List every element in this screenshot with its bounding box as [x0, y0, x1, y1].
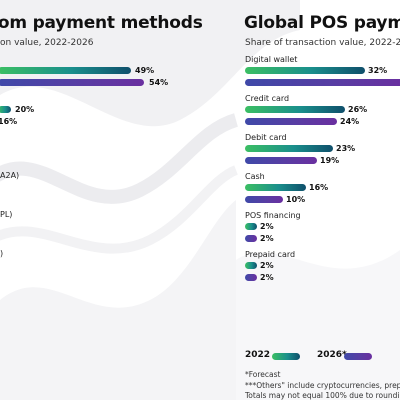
- left-chart-subtitle: on value, 2022-2026: [0, 38, 94, 48]
- category-label-cash: Cash: [245, 172, 265, 181]
- bar-pos-financing-2022: [245, 223, 257, 230]
- legend-swatch-2026: [344, 353, 372, 360]
- left-value-row2-2022: 20%: [15, 105, 35, 114]
- left-bar-row1-2022: [0, 67, 131, 74]
- footnote-others: ***Others" include cryptocurrencies, pre…: [245, 380, 400, 390]
- left-bar-row2-2022: [0, 106, 11, 113]
- left-value-row1-2026: 54%: [149, 78, 169, 87]
- bar-prepaid-card-2022: [245, 262, 257, 269]
- legend-label-2026: 2026*: [317, 350, 347, 360]
- value-debit-card-2022: 23%: [336, 144, 356, 153]
- left-category-label-bnpl: PL): [0, 210, 13, 219]
- value-credit-card-2022: 26%: [348, 105, 368, 114]
- bar-debit-card-2026: [245, 157, 317, 164]
- footnote-rounding: Totals may not equal 100% due to roundin…: [245, 391, 400, 400]
- left-category-label-a2a: A2A): [0, 171, 20, 180]
- value-cash-2022: 16%: [309, 183, 329, 192]
- footnotes: *Forecast ***Others" include cryptocurre…: [245, 370, 400, 402]
- bar-digital-wallet-2022: [245, 67, 365, 74]
- bar-pos-financing-2026: [245, 235, 257, 242]
- value-digital-wallet-2022: 32%: [368, 66, 388, 75]
- bar-prepaid-card-2026: [245, 274, 257, 281]
- bar-credit-card-2026: [245, 118, 337, 125]
- value-credit-card-2026: 24%: [340, 117, 360, 126]
- pos-chart-panel: Global POS paymen Share of transaction v…: [236, 0, 400, 400]
- legend-label-2022: 2022: [245, 350, 271, 360]
- value-debit-card-2026: 19%: [320, 156, 340, 165]
- category-label-digital-wallet: Digital wallet: [245, 55, 298, 64]
- ecommerce-chart-panel: com payment methods on value, 2022-2026 …: [0, 13, 203, 258]
- value-prepaid-card-2026: 2%: [260, 273, 274, 282]
- bar-credit-card-2022: [245, 106, 345, 113]
- bar-cash-2022: [245, 184, 306, 191]
- left-bar-row1-2026: [0, 79, 144, 86]
- bar-cash-2026: [245, 196, 283, 203]
- value-pos-financing-2022: 2%: [260, 222, 274, 231]
- left-category-label-other: ): [0, 249, 4, 258]
- value-cash-2026: 10%: [286, 195, 306, 204]
- value-pos-financing-2026: 2%: [260, 234, 274, 243]
- left-value-row1-2022: 49%: [135, 66, 155, 75]
- category-label-debit-card: Debit card: [245, 133, 287, 142]
- bar-debit-card-2022: [245, 145, 333, 152]
- bar-digital-wallet-2026: [245, 79, 400, 86]
- legend-swatch-2022: [272, 353, 300, 360]
- right-chart-title: Global POS paymen: [244, 13, 400, 33]
- category-label-pos-financing: POS financing: [245, 211, 301, 220]
- left-chart-title: com payment methods: [0, 13, 203, 33]
- value-prepaid-card-2022: 2%: [260, 261, 274, 270]
- category-label-prepaid-card: Prepaid card: [245, 250, 296, 259]
- footnote-forecast: *Forecast: [245, 370, 281, 379]
- left-value-row2-2026: 16%: [0, 117, 18, 126]
- right-chart-subtitle: Share of transaction value, 2022-2026: [245, 38, 400, 48]
- category-label-credit-card: Credit card: [245, 94, 290, 103]
